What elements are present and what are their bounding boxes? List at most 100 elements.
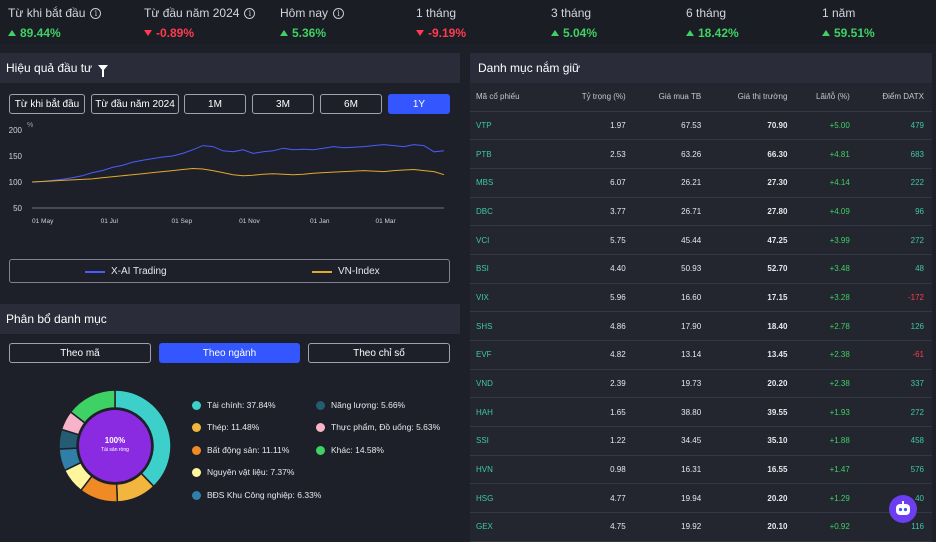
perf-label-row: 1 năm xyxy=(822,6,875,20)
info-icon[interactable]: i xyxy=(333,7,345,19)
legend-item-vnindex[interactable]: VN-Index xyxy=(312,266,380,277)
perf-value-row: -0.89% xyxy=(144,26,255,40)
holdings-panel-header: Danh mục nắm giữ xyxy=(470,53,932,83)
legend-dot xyxy=(192,445,201,455)
table-row[interactable]: VND 2.39 19.73 20.20 +2.38 337 xyxy=(470,369,932,399)
table-cell[interactable]: HSG xyxy=(470,483,557,514)
table-cell[interactable]: VIX xyxy=(470,283,557,313)
column-header[interactable]: Điểm DATX xyxy=(857,83,932,112)
allocation-tab[interactable]: Theo chỉ số xyxy=(308,343,450,363)
table-row[interactable]: HAH 1.65 38.80 39.55 +1.93 272 xyxy=(470,397,932,428)
perf-item: 1 năm 59.51% xyxy=(822,6,875,40)
table-row[interactable]: MBS 6.07 26.21 27.30 +4.14 222 xyxy=(470,168,932,198)
column-header[interactable]: Giá mua TB xyxy=(633,83,710,112)
holdings-table-container[interactable]: Mã cổ phiếu Tỷ trọng (%) Giá mua TB Giá thị… xyxy=(470,83,932,542)
table-cell[interactable]: HVN xyxy=(470,455,557,485)
perf-label: 1 tháng xyxy=(416,6,457,20)
table-cell: 1.22 xyxy=(556,426,634,456)
table-cell: 96 xyxy=(857,197,932,227)
arrow-up-icon xyxy=(551,30,559,36)
perf-value: 89.44% xyxy=(20,26,61,40)
table-cell: 50.93 xyxy=(633,254,710,284)
allocation-tab[interactable]: Theo ngành xyxy=(159,343,300,363)
info-icon[interactable]: i xyxy=(90,7,102,19)
table-cell: 67.53 xyxy=(633,111,710,141)
donut-center-label: Tài sản ròng xyxy=(101,447,129,453)
table-cell: 2.53 xyxy=(556,139,634,169)
legend-item-xai[interactable]: X-AI Trading xyxy=(85,266,167,277)
perf-label: Hôm nay xyxy=(280,6,329,20)
allocation-tab[interactable]: Theo mã xyxy=(9,343,151,363)
range-button[interactable]: Từ đầu năm 2024 xyxy=(91,94,179,114)
table-row[interactable]: HSG 4.77 19.94 20.20 +1.29 40 xyxy=(470,483,932,514)
table-cell: -61 xyxy=(857,340,932,370)
series-line-0 xyxy=(31,144,445,183)
table-cell[interactable]: MBS xyxy=(470,168,557,198)
table-cell: 2.39 xyxy=(556,369,634,399)
allocation-legend-label: Thép: 11.48% xyxy=(207,422,260,432)
table-cell: +3.28 xyxy=(795,283,858,313)
table-cell: 126 xyxy=(857,311,932,341)
table-row[interactable]: SSI 1.22 34.45 35.10 +1.88 458 xyxy=(470,426,932,456)
table-row[interactable]: DBC 3.77 26.71 27.80 +4.09 96 xyxy=(470,197,932,227)
table-cell[interactable]: EVF xyxy=(470,340,557,370)
table-cell[interactable]: VCI xyxy=(470,225,557,255)
column-header[interactable]: Mã cổ phiếu xyxy=(470,83,557,112)
range-button[interactable]: Từ khi bắt đầu xyxy=(9,94,85,114)
table-cell: 39.55 xyxy=(709,397,796,428)
allocation-donut-chart: 100% Tài sản ròng xyxy=(58,389,172,503)
x-tick-label: 01 Mar xyxy=(375,218,396,225)
table-cell: 458 xyxy=(857,426,932,456)
perf-value: 5.04% xyxy=(563,26,598,40)
table-row[interactable]: PTB 2.53 63.26 66.30 +4.81 683 xyxy=(470,139,932,169)
chart-legend: X-AI Trading VN-Index xyxy=(9,259,450,283)
table-cell: +4.81 xyxy=(795,139,858,169)
donut-slice[interactable] xyxy=(69,389,116,424)
allocation-legend-item: Bất động sản: 11.11% xyxy=(192,445,289,455)
table-cell[interactable]: VND xyxy=(470,369,557,399)
range-button[interactable]: 1M xyxy=(184,94,246,114)
table-row[interactable]: EVF 4.82 13.14 13.45 +2.38 -61 xyxy=(470,340,932,370)
perf-item: Hôm nay i 5.36% xyxy=(280,6,345,40)
table-cell: 18.40 xyxy=(709,311,796,341)
perf-value: 18.42% xyxy=(698,26,739,40)
filter-icon[interactable] xyxy=(98,65,109,77)
column-header[interactable]: Tỷ trọng (%) xyxy=(556,83,634,112)
table-cell: 19.92 xyxy=(633,512,710,542)
table-cell[interactable]: VTP xyxy=(470,111,557,141)
perf-label-row: 6 tháng xyxy=(686,6,739,20)
table-cell[interactable]: DBC xyxy=(470,197,557,227)
table-row[interactable]: VTP 1.97 67.53 70.90 +5.00 479 xyxy=(470,111,932,141)
table-row[interactable]: HVN 0.98 16.31 16.55 +1.47 576 xyxy=(470,455,932,485)
column-header[interactable]: Giá thị trường xyxy=(709,83,796,112)
table-row[interactable]: BSI 4.40 50.93 52.70 +3.48 48 xyxy=(470,254,932,284)
range-button[interactable]: 6M xyxy=(320,94,382,114)
table-cell[interactable]: SHS xyxy=(470,311,557,341)
range-button[interactable]: 3M xyxy=(252,94,314,114)
perf-label: 1 năm xyxy=(822,6,856,20)
table-cell[interactable]: GEX xyxy=(470,512,557,542)
column-header[interactable]: Lãi/lỗ (%) xyxy=(795,83,858,112)
table-row[interactable]: VIX 5.96 16.60 17.15 +3.28 -172 xyxy=(470,283,932,313)
arrow-down-icon xyxy=(416,30,424,36)
table-cell: 4.82 xyxy=(556,340,634,370)
allocation-legend-item: Thép: 11.48% xyxy=(192,422,259,432)
table-row[interactable]: VCI 5.75 45.44 47.25 +3.99 272 xyxy=(470,225,932,255)
range-button[interactable]: 1Y xyxy=(388,94,450,114)
table-cell: 683 xyxy=(857,139,932,169)
table-cell: 479 xyxy=(857,111,932,141)
invest-panel-title: Hiệu quả đầu tư xyxy=(6,61,93,75)
table-row[interactable]: GEX 4.75 19.92 20.10 +0.92 116 xyxy=(470,512,932,542)
table-cell: 20.20 xyxy=(709,369,796,399)
chatbot-button[interactable] xyxy=(889,495,917,523)
table-cell[interactable]: HAH xyxy=(470,397,557,428)
info-icon[interactable]: i xyxy=(244,7,256,19)
table-header-row: Mã cổ phiếu Tỷ trọng (%) Giá mua TB Giá thị… xyxy=(470,83,932,112)
table-row[interactable]: SHS 4.86 17.90 18.40 +2.78 126 xyxy=(470,311,932,341)
table-cell[interactable]: PTB xyxy=(470,139,557,169)
perf-value-row: 5.04% xyxy=(551,26,597,40)
allocation-legend-label: Tài chính: 37.84% xyxy=(207,400,276,410)
y-tick-label: 150 xyxy=(9,152,23,161)
table-cell[interactable]: BSI xyxy=(470,254,557,284)
table-cell[interactable]: SSI xyxy=(470,426,557,456)
